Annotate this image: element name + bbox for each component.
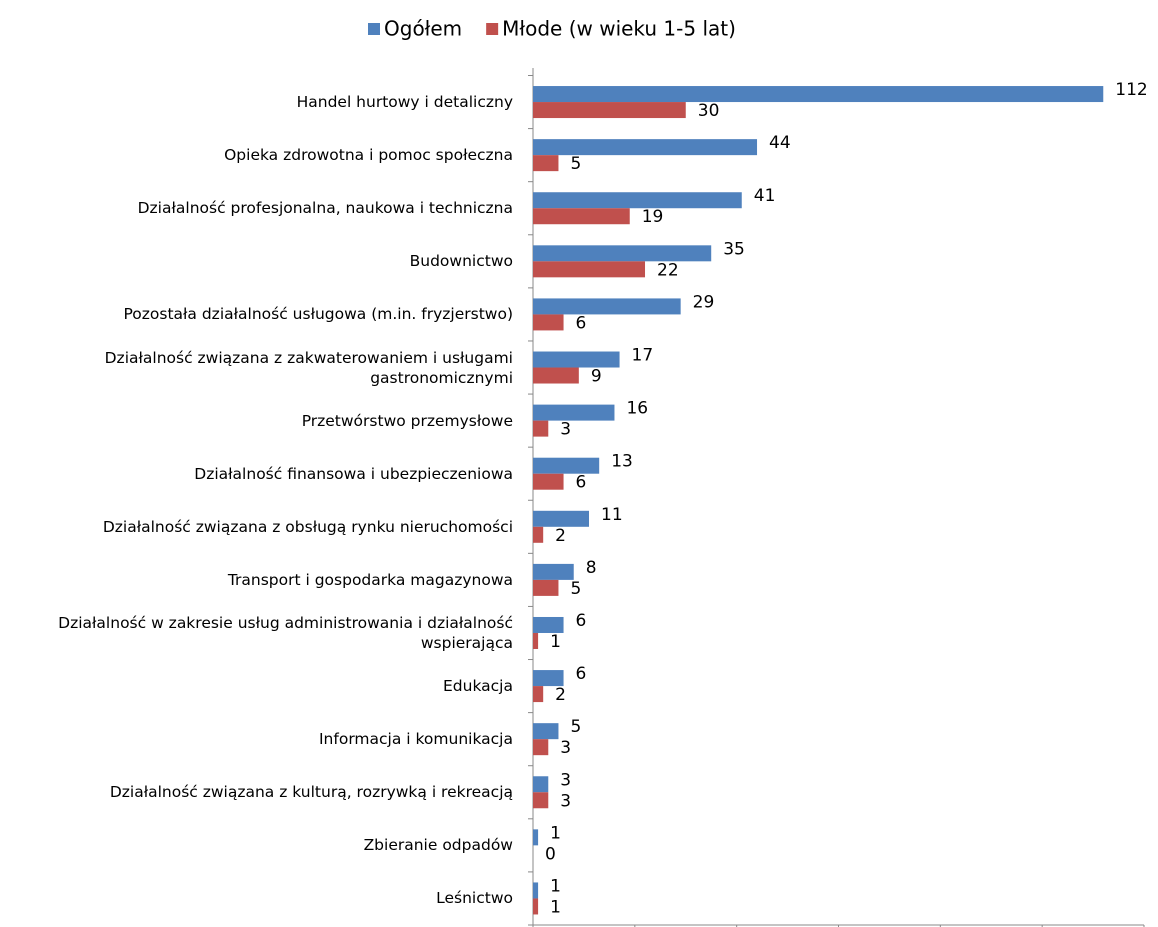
bar xyxy=(533,367,579,384)
bar xyxy=(533,473,564,490)
value-label: 41 xyxy=(754,186,776,206)
legend-swatch xyxy=(368,23,380,35)
value-label: 2 xyxy=(555,685,566,705)
category-label: Handel hurtowy i detaliczny xyxy=(296,93,513,112)
value-label: 35 xyxy=(723,239,745,259)
value-label: 1 xyxy=(550,897,561,917)
bar xyxy=(533,670,564,687)
bar xyxy=(533,723,559,740)
value-label: 3 xyxy=(560,420,571,440)
category-label: Informacja i komunikacja xyxy=(318,730,513,749)
value-label: 13 xyxy=(611,452,633,472)
category-label: Opieka zdrowotna i pomoc społeczna xyxy=(224,146,513,165)
legend-swatch xyxy=(486,23,499,35)
value-label: 44 xyxy=(769,133,791,153)
bar xyxy=(533,882,539,899)
category-label: Działalność związana z obsługą rynku nie… xyxy=(102,517,513,536)
bar xyxy=(533,632,539,649)
value-label: 30 xyxy=(698,101,720,121)
bar xyxy=(533,616,564,633)
value-label: 5 xyxy=(570,579,581,599)
value-label: 9 xyxy=(591,367,602,387)
category-label: Działalność finansowa i ubezpieczeniowa xyxy=(194,464,513,483)
value-label: 16 xyxy=(626,399,648,419)
bar xyxy=(533,829,539,846)
category-label: Edukacja xyxy=(443,677,513,696)
value-label: 0 xyxy=(545,844,556,864)
category-label: Działalność w zakresie usług administrow… xyxy=(58,613,513,652)
bar xyxy=(533,510,590,527)
bar xyxy=(533,579,559,596)
category-label: Działalność związana z zakwaterowaniem i… xyxy=(104,348,513,387)
bar xyxy=(533,261,646,278)
bar xyxy=(533,420,549,437)
value-label: 11 xyxy=(601,505,623,525)
value-label: 1 xyxy=(550,823,561,843)
value-label: 6 xyxy=(576,664,587,684)
value-label: 19 xyxy=(642,207,664,227)
bar xyxy=(533,155,559,172)
bar xyxy=(533,686,544,703)
value-label: 6 xyxy=(576,313,587,333)
legend-label: Młode (w wieku 1-5 lat) xyxy=(502,17,736,41)
value-label: 5 xyxy=(570,717,581,737)
category-label: Przetwórstwo przemysłowe xyxy=(301,411,513,430)
bar xyxy=(533,245,712,262)
category-label: Pozostała działalność usługowa (m.in. fr… xyxy=(123,305,513,324)
value-label: 6 xyxy=(576,473,587,493)
value-label: 6 xyxy=(576,611,587,631)
value-label: 22 xyxy=(657,260,679,280)
legend-label: Ogółem xyxy=(384,17,462,41)
value-label: 3 xyxy=(560,770,571,790)
value-label: 29 xyxy=(693,292,715,312)
category-label: Działalność związana z kulturą, rozrywką… xyxy=(109,783,513,802)
bar xyxy=(533,139,758,156)
bar xyxy=(533,792,549,809)
bar xyxy=(533,314,564,331)
category-label: Zbieranie odpadów xyxy=(363,836,513,855)
bar xyxy=(533,898,539,915)
value-label: 17 xyxy=(632,346,654,366)
value-label: 112 xyxy=(1115,80,1147,100)
value-label: 8 xyxy=(586,558,597,578)
bar xyxy=(533,776,549,793)
bar xyxy=(533,526,544,543)
bar xyxy=(533,563,574,580)
bar xyxy=(533,208,630,225)
value-label: 3 xyxy=(560,791,571,811)
bar xyxy=(533,457,600,474)
value-label: 1 xyxy=(550,876,561,896)
bar xyxy=(533,192,742,209)
value-label: 2 xyxy=(555,526,566,546)
bar xyxy=(533,86,1104,103)
category-label: Budownictwo xyxy=(409,252,513,271)
bar xyxy=(533,404,615,421)
bar xyxy=(533,102,686,119)
bar xyxy=(533,351,620,368)
category-label: Transport i gospodarka magazynowa xyxy=(227,570,513,589)
bar xyxy=(533,298,681,315)
value-label: 1 xyxy=(550,632,561,652)
category-label: Leśnictwo xyxy=(436,889,513,908)
value-label: 5 xyxy=(570,154,581,174)
bar xyxy=(533,739,549,756)
category-label: Działalność profesjonalna, naukowa i tec… xyxy=(137,199,513,218)
value-label: 3 xyxy=(560,738,571,758)
